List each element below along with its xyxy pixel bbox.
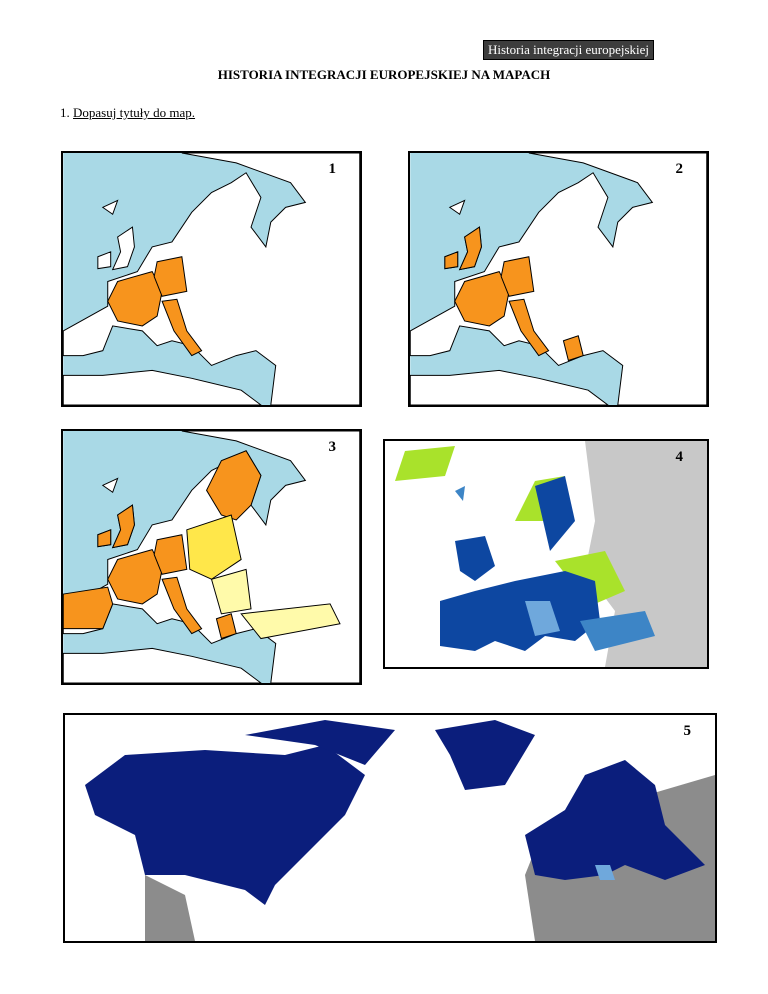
title: HISTORIA INTEGRACJI EUROPEJSKIEJ NA MAPA… — [217, 67, 551, 82]
header-badge: Historia integracji europejskiej — [483, 40, 655, 60]
map-label: 1 — [328, 161, 337, 177]
map-label: 2 — [675, 161, 684, 177]
map-image — [410, 153, 707, 405]
map-label: 5 — [683, 723, 692, 739]
map-image — [63, 431, 360, 683]
map-image — [63, 153, 360, 405]
map-label: 3 — [328, 439, 337, 455]
task-text: Dopasuj tytuły do map. — [73, 105, 196, 120]
task-number: 1. — [60, 105, 70, 120]
map-2: 2 — [408, 151, 709, 407]
map-image — [65, 715, 715, 941]
task: 1. Dopasuj tytuły do map. — [60, 105, 195, 121]
map-image — [385, 441, 707, 667]
map-label: 4 — [675, 449, 684, 465]
map-4: 4 — [383, 439, 709, 669]
map-1: 1 — [61, 151, 362, 407]
map-5: 5 — [63, 713, 717, 943]
map-3: 3 — [61, 429, 362, 685]
